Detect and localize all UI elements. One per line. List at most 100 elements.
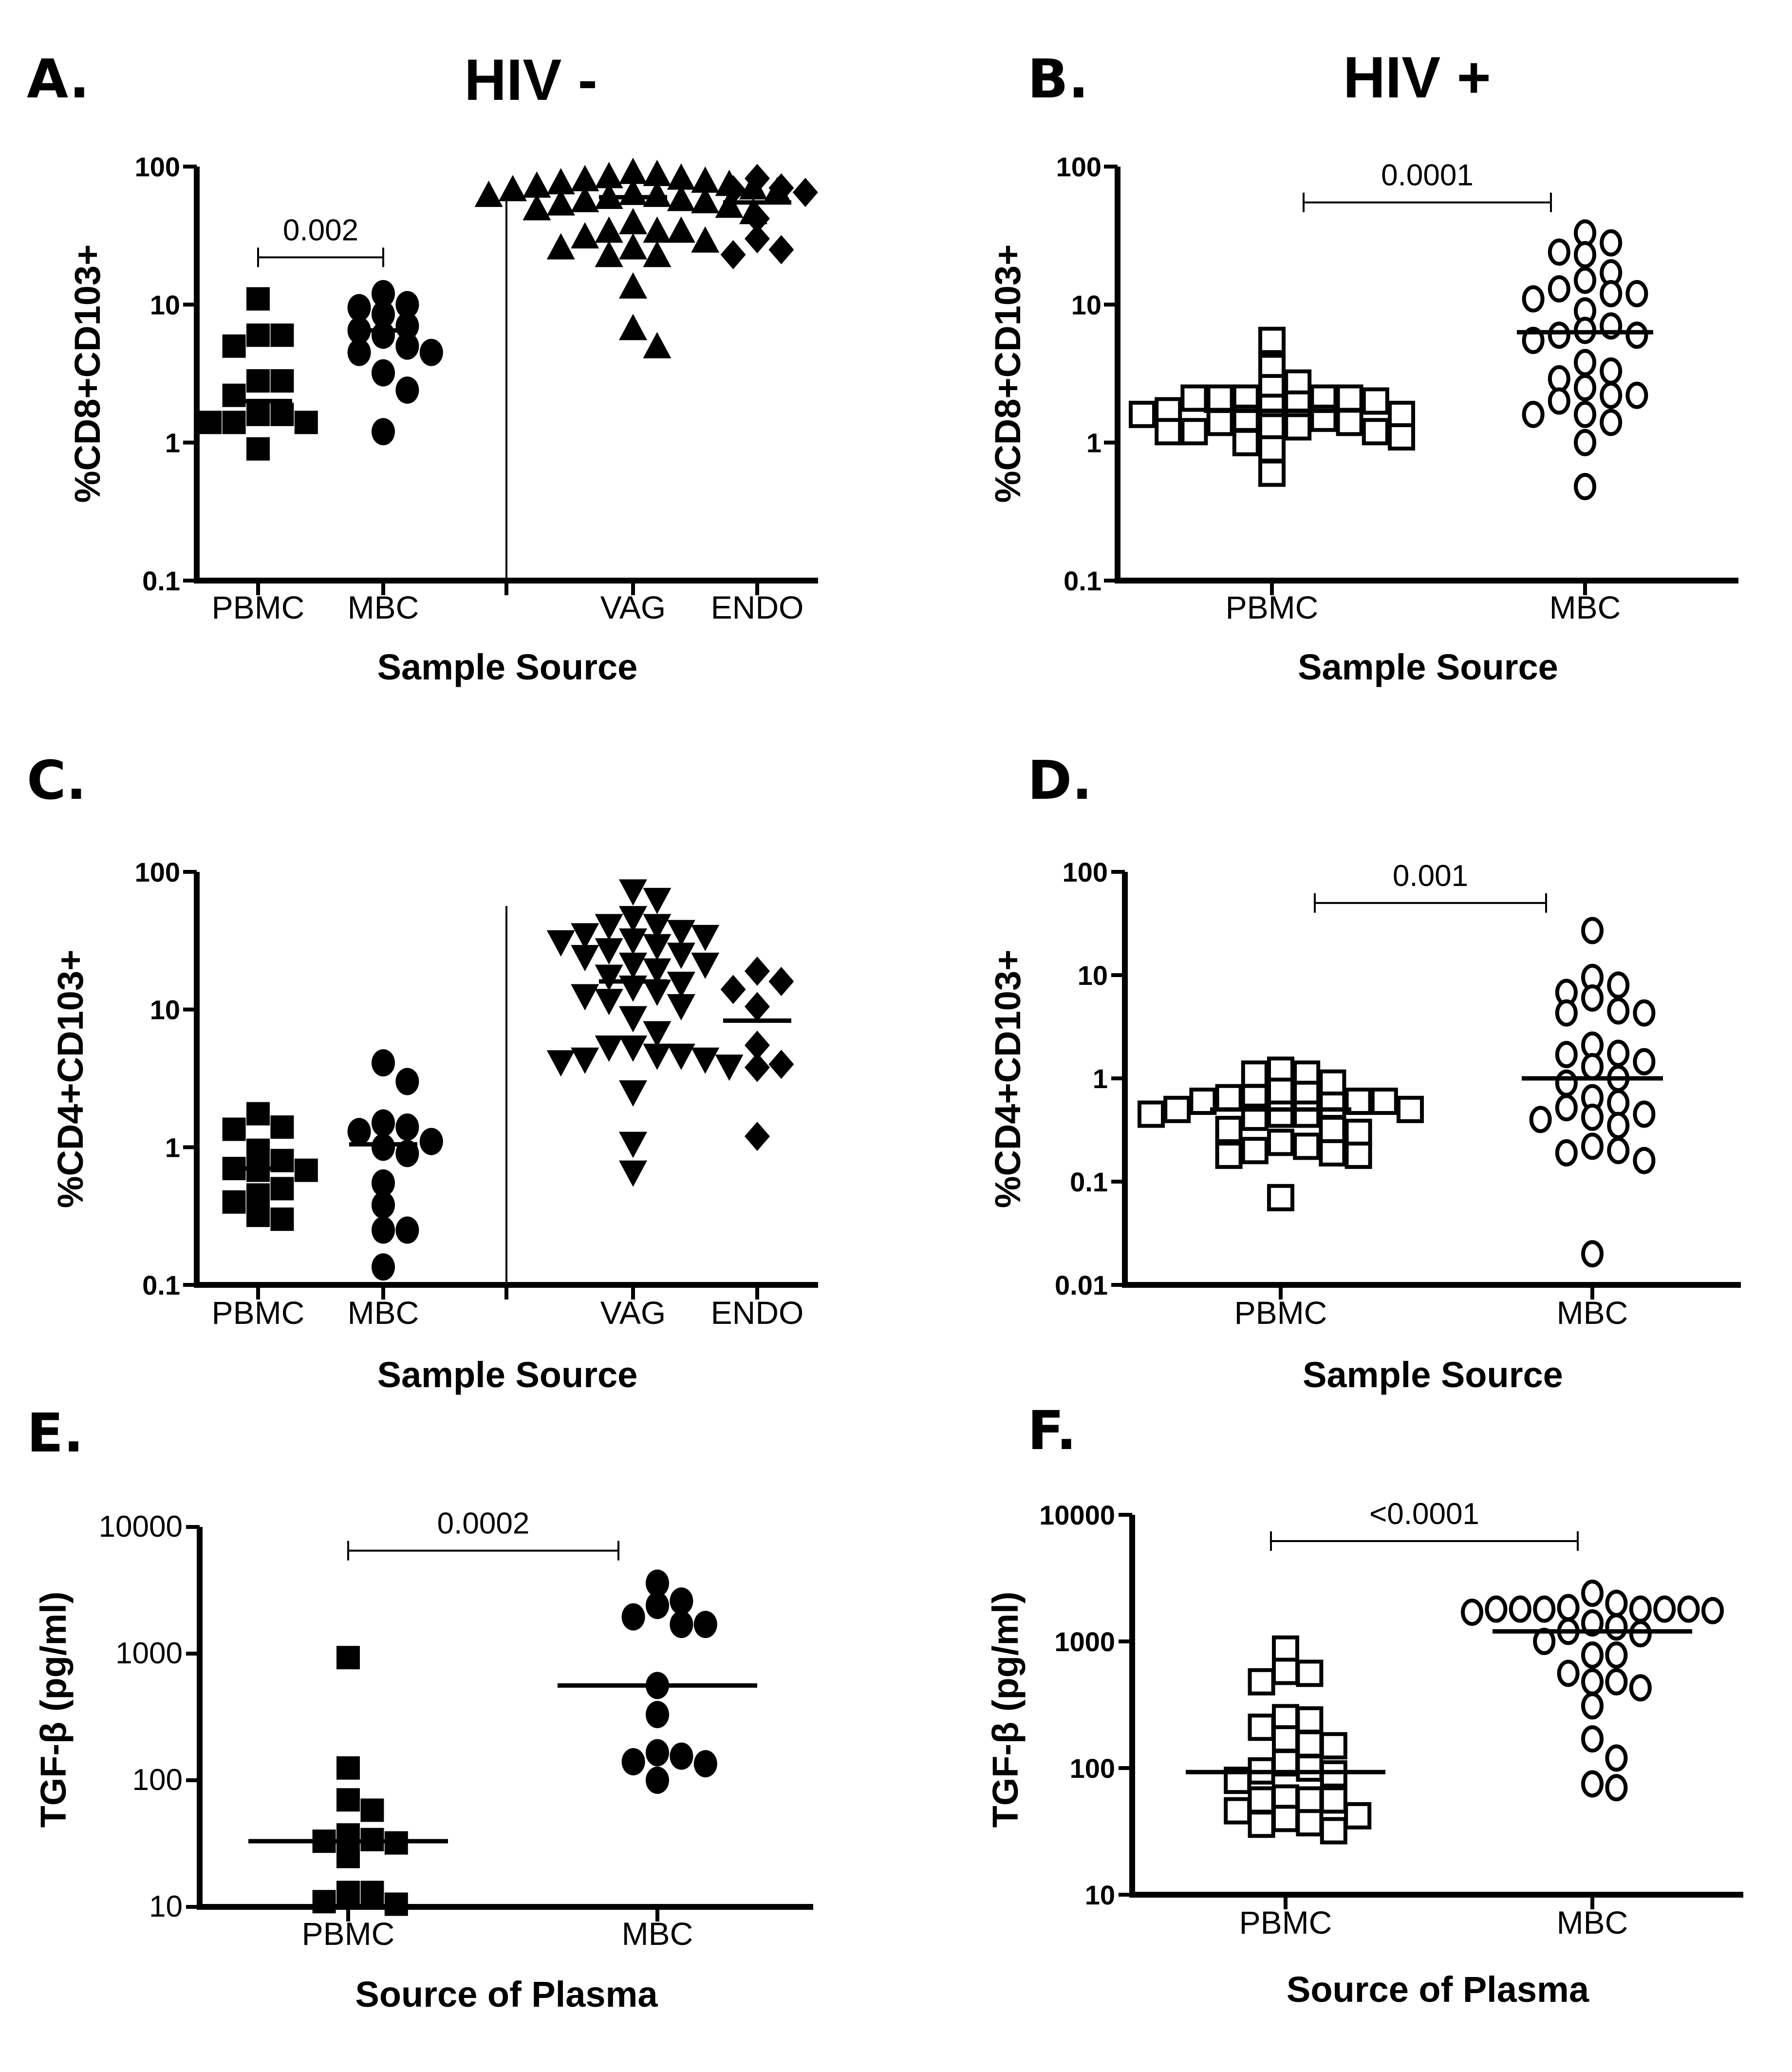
data-point [1633, 1100, 1656, 1128]
panel-c: 0.1 1 10 100 PBMC MBC VAG ENDO %CD4+CD103+ Sample… [50, 857, 818, 1395]
data-point [1362, 387, 1389, 415]
data-point [1581, 1725, 1604, 1753]
data-point [395, 1216, 419, 1244]
data-point [646, 1569, 669, 1597]
data-point [336, 1646, 360, 1670]
data-point [1344, 1141, 1372, 1169]
data-point [643, 180, 672, 207]
data-point [691, 187, 720, 213]
y-tick-label: 10 [1071, 289, 1101, 320]
data-point [1241, 1060, 1269, 1088]
data-point [1296, 1730, 1324, 1758]
data-point [270, 1207, 294, 1231]
data-point [720, 175, 746, 205]
data-point [1215, 1115, 1243, 1143]
data-point [336, 1845, 360, 1868]
y-tick-label: 10 [149, 1890, 183, 1923]
data-point [792, 178, 818, 207]
panel-b: 0.1 1 10 100 PBMC MBC %CD8+CD103+ Sample Source… [988, 151, 1738, 687]
data-point [372, 1169, 395, 1197]
data-point [372, 1253, 395, 1281]
data-point [1533, 1595, 1556, 1623]
y-tick-label: 10 [1078, 960, 1108, 991]
series-mbc [1517, 219, 1653, 500]
group-title-hiv-positive: HIV + [1343, 45, 1491, 110]
series-mbc [558, 1569, 757, 1794]
p-value-label: <0.0001 [1369, 1497, 1479, 1531]
data-point [270, 402, 294, 426]
data-point [1555, 1041, 1578, 1069]
data-point [667, 920, 695, 946]
data-point [643, 979, 672, 1006]
data-point [720, 975, 746, 1004]
data-point [1522, 285, 1545, 313]
data-point [1548, 321, 1570, 349]
y-tick-label: 0.1 [142, 1270, 180, 1300]
data-point [1258, 326, 1286, 354]
x-tick-label: MBC [1557, 1295, 1628, 1331]
data-point [270, 323, 294, 347]
y-axis-title: %CD8+CD103+ [67, 245, 108, 503]
data-point [1248, 1668, 1275, 1695]
x-axis-title: Sample Source [377, 1355, 638, 1395]
data-point [768, 173, 794, 203]
data-point [643, 914, 672, 941]
y-tick-label: 0.1 [142, 565, 180, 596]
data-point [372, 1109, 395, 1137]
group-title-hiv-negative: HIV - [464, 47, 597, 113]
data-point [1320, 1817, 1347, 1845]
panel-letter-e: E. [27, 1402, 84, 1464]
data-point [246, 402, 270, 426]
data-point [1272, 1635, 1299, 1663]
data-point [571, 923, 599, 950]
data-point [1581, 1580, 1604, 1607]
series-pbmc [222, 1102, 318, 1231]
data-point [384, 1892, 408, 1916]
data-point [619, 272, 647, 299]
data-point [1607, 1089, 1630, 1117]
data-point [745, 1053, 770, 1082]
data-point [1267, 1184, 1294, 1211]
y-axis-title: %CD8+CD103+ [988, 245, 1028, 503]
series-pbmc [198, 287, 318, 461]
data-point [270, 369, 294, 393]
data-point [1607, 971, 1630, 999]
data-point [372, 418, 395, 446]
data-point [1607, 1137, 1630, 1165]
data-point [1581, 1641, 1604, 1669]
data-point [222, 411, 246, 434]
data-point [1607, 1039, 1630, 1067]
y-tick-label: 10 [1085, 1880, 1115, 1910]
data-point [571, 945, 599, 972]
data-point [1319, 1115, 1346, 1143]
data-point [222, 334, 246, 358]
data-point [395, 1113, 419, 1141]
panel-letter-d: D. [1027, 749, 1092, 811]
data-point [595, 216, 623, 243]
data-point [1574, 241, 1596, 268]
data-point [1607, 997, 1630, 1025]
data-point [667, 185, 695, 211]
data-point [768, 1050, 794, 1079]
x-axis-title: Sample Source [377, 647, 638, 687]
data-point [1529, 1106, 1552, 1133]
x-tick-label: MBC [1549, 589, 1621, 625]
data-point [1581, 1240, 1604, 1268]
x-tick-label: VAG [600, 589, 666, 625]
data-point [571, 165, 599, 191]
data-point [1267, 1077, 1294, 1105]
data-point [1653, 1595, 1676, 1623]
y-tick-label: 100 [135, 151, 180, 182]
y-tick-label: 0.1 [1064, 565, 1101, 596]
panel-a: 0.1 1 10 100 PBMC MBC VAG ENDO %CD8+CD103+ Sample… [67, 151, 818, 687]
data-point [1629, 1620, 1652, 1648]
x-tick-label: MBC [1557, 1904, 1628, 1940]
data-point [1581, 984, 1604, 1012]
data-point [643, 1043, 672, 1070]
data-point [643, 241, 672, 267]
data-point [595, 914, 623, 941]
data-point [1581, 1053, 1604, 1080]
x-axis-title: Sample Source [1298, 647, 1558, 687]
data-point [1296, 1809, 1324, 1837]
